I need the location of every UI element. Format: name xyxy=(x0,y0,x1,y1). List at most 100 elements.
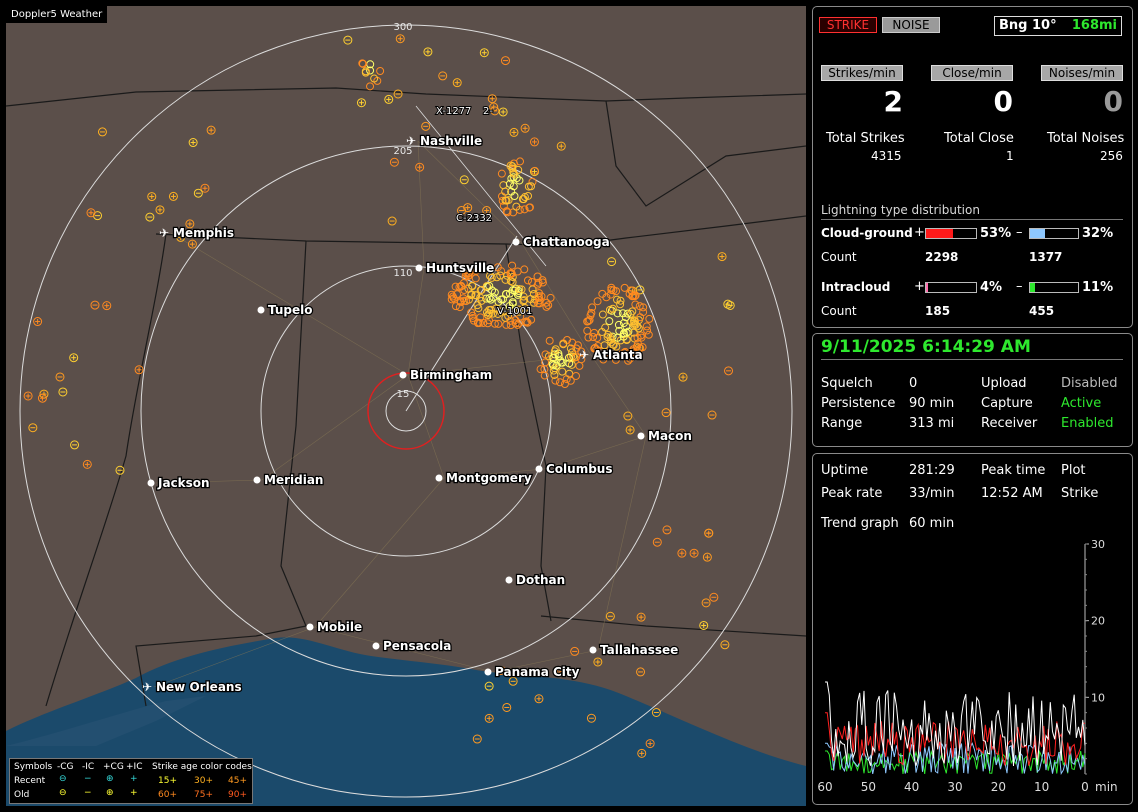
strike-cluster-symbol xyxy=(515,176,524,185)
noise-button[interactable]: NOISE xyxy=(882,17,940,33)
city-columbus: Columbus xyxy=(546,462,613,476)
strike-cluster-symbol xyxy=(451,302,460,311)
strike-cluster-symbol xyxy=(635,302,644,311)
strike-symbol xyxy=(395,34,405,44)
strike-symbol xyxy=(534,694,544,704)
strike-cluster-symbol xyxy=(566,376,575,385)
strike-symbol xyxy=(415,162,425,172)
strike-cluster-symbol xyxy=(600,341,609,350)
city-chattanooga: Chattanooga xyxy=(523,235,610,249)
strike-cluster-symbol xyxy=(520,205,529,214)
strike-cluster-symbol xyxy=(456,298,465,307)
strike-cluster-symbol xyxy=(644,330,653,339)
strike-symbol xyxy=(187,239,197,249)
strike-cluster-symbol xyxy=(605,305,614,314)
strike-cluster-symbol xyxy=(529,289,538,298)
legend-old-pos-cg-icon: ⊕ xyxy=(106,788,114,798)
strike-symbol xyxy=(570,646,580,656)
trend-x-label: 30 xyxy=(947,780,962,794)
strike-cluster-symbol xyxy=(497,169,506,178)
strike-cluster-symbol xyxy=(468,281,477,290)
strike-cluster-symbol xyxy=(558,358,567,367)
strike-cluster-symbol xyxy=(361,68,370,77)
strike-tag: 2- xyxy=(483,106,493,117)
strike-symbol xyxy=(193,188,203,198)
strike-cluster-symbol xyxy=(468,311,477,320)
total-noises-value: 256 xyxy=(1100,149,1123,163)
strike-cluster-symbol xyxy=(508,162,517,171)
strike-cluster-symbol xyxy=(621,313,630,322)
strike-cluster-symbol xyxy=(498,196,507,205)
strike-cluster-symbol xyxy=(645,314,654,323)
strike-cluster-symbol xyxy=(496,307,505,316)
strike-symbol xyxy=(509,127,519,137)
trend-series-line xyxy=(825,681,1086,767)
strike-cluster-symbol xyxy=(459,278,468,287)
status-persistence-k2: Capture xyxy=(981,396,1033,411)
strike-cluster-symbol xyxy=(486,264,495,273)
strike-cluster-symbol xyxy=(564,353,573,362)
peak-time-value: 12:52 AM xyxy=(981,486,1043,501)
status-squelch-k2: Upload xyxy=(981,376,1027,391)
strike-cluster-symbol xyxy=(477,296,486,305)
status-persistence-v2: Active xyxy=(1061,396,1102,411)
bearing-box: Bng 10° 168mi xyxy=(994,16,1122,36)
legend-recent-neg-ic-icon: − xyxy=(84,774,92,784)
strike-cluster-symbol xyxy=(642,322,651,331)
strike-cluster-symbol xyxy=(455,283,464,292)
strike-cluster-symbol xyxy=(628,307,637,316)
strike-cluster-symbol xyxy=(511,319,520,328)
counts-panel: STRIKE NOISE Bng 10° 168mi Strikes/min C… xyxy=(812,6,1133,328)
strike-symbol xyxy=(472,734,482,744)
noises-per-min-value: 0 xyxy=(1103,85,1123,118)
strike-cluster-symbol xyxy=(366,82,375,91)
plot-value[interactable]: Strike xyxy=(1061,486,1099,501)
city-macon: Macon xyxy=(648,429,692,443)
strike-cluster-symbol xyxy=(608,340,617,349)
strike-cluster-symbol xyxy=(524,191,533,200)
lightning-map[interactable]: 300 205 110 15 ✈ Nashville ✈ Memphis Chattanoog… xyxy=(5,6,807,806)
ic-count-label: Count xyxy=(821,304,857,318)
strike-symbol xyxy=(33,317,43,327)
city-meridian: Meridian xyxy=(264,473,323,487)
legend-age-15: 15+ xyxy=(158,776,177,786)
strike-cluster-symbol xyxy=(515,285,524,294)
strike-button[interactable]: STRIKE xyxy=(819,17,877,33)
total-strikes-value: 4315 xyxy=(871,149,902,163)
strike-cluster-symbol xyxy=(508,164,517,173)
city-dot-icon xyxy=(512,238,520,246)
strike-symbol xyxy=(508,676,518,686)
strike-symbol xyxy=(206,125,216,135)
strike-cluster-symbol xyxy=(497,295,506,304)
strike-cluster-symbol xyxy=(559,340,568,349)
strike-symbol xyxy=(155,205,165,215)
strike-symbol xyxy=(704,528,714,538)
strike-cluster-symbol xyxy=(482,282,491,291)
city-dot-icon xyxy=(306,623,314,631)
strike-cluster-symbol xyxy=(503,208,512,217)
strike-symbol xyxy=(421,121,431,131)
strike-cluster-symbol xyxy=(485,294,494,303)
legend-old-neg-cg-icon: ⊖ xyxy=(59,788,67,798)
strike-cluster-symbol xyxy=(575,361,584,370)
strike-cluster-symbol xyxy=(451,282,460,291)
strike-cluster-symbol xyxy=(629,291,638,300)
strike-cluster-symbol xyxy=(477,285,486,294)
ic-negative-bar xyxy=(1029,282,1079,293)
strike-cluster-symbol xyxy=(607,338,616,347)
strike-cluster-symbol xyxy=(605,317,614,326)
strike-symbol xyxy=(556,141,566,151)
strike-cluster-symbol xyxy=(639,308,648,317)
strike-symbol xyxy=(484,681,494,691)
strike-cluster-symbol xyxy=(467,290,476,299)
legend-recent-pos-cg-icon: ⊕ xyxy=(106,774,114,784)
strike-cluster-symbol xyxy=(612,295,621,304)
datetime-divider xyxy=(821,359,1123,360)
city-nashville: Nashville xyxy=(420,134,482,148)
strike-symbol xyxy=(607,257,617,267)
strike-cluster-symbol xyxy=(633,339,642,348)
strike-cluster-symbol xyxy=(528,177,537,186)
status-squelch-v2: Disabled xyxy=(1061,376,1118,391)
city-dot-icon xyxy=(484,668,492,676)
legend-age-30: 30+ xyxy=(194,776,213,786)
